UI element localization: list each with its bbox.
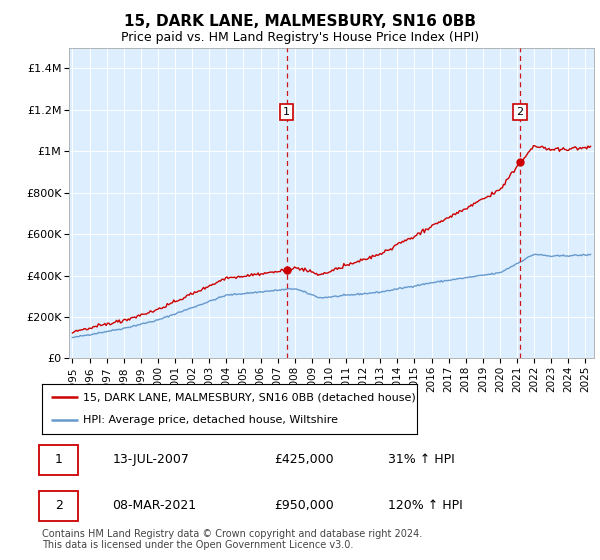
Text: Price paid vs. HM Land Registry's House Price Index (HPI): Price paid vs. HM Land Registry's House … bbox=[121, 31, 479, 44]
Text: 13-JUL-2007: 13-JUL-2007 bbox=[112, 453, 189, 466]
Text: £950,000: £950,000 bbox=[274, 499, 334, 512]
Text: 1: 1 bbox=[283, 107, 290, 117]
Text: 08-MAR-2021: 08-MAR-2021 bbox=[112, 499, 196, 512]
Text: 15, DARK LANE, MALMESBURY, SN16 0BB (detached house): 15, DARK LANE, MALMESBURY, SN16 0BB (det… bbox=[83, 392, 416, 402]
Text: 120% ↑ HPI: 120% ↑ HPI bbox=[388, 499, 463, 512]
Text: HPI: Average price, detached house, Wiltshire: HPI: Average price, detached house, Wilt… bbox=[83, 416, 338, 426]
Text: £425,000: £425,000 bbox=[274, 453, 334, 466]
Text: 2: 2 bbox=[517, 107, 524, 117]
Text: 31% ↑ HPI: 31% ↑ HPI bbox=[388, 453, 454, 466]
Text: 2: 2 bbox=[55, 499, 62, 512]
Text: 15, DARK LANE, MALMESBURY, SN16 0BB: 15, DARK LANE, MALMESBURY, SN16 0BB bbox=[124, 14, 476, 29]
FancyBboxPatch shape bbox=[40, 445, 78, 475]
Text: 1: 1 bbox=[55, 453, 62, 466]
FancyBboxPatch shape bbox=[40, 491, 78, 521]
Text: Contains HM Land Registry data © Crown copyright and database right 2024.
This d: Contains HM Land Registry data © Crown c… bbox=[42, 529, 422, 550]
